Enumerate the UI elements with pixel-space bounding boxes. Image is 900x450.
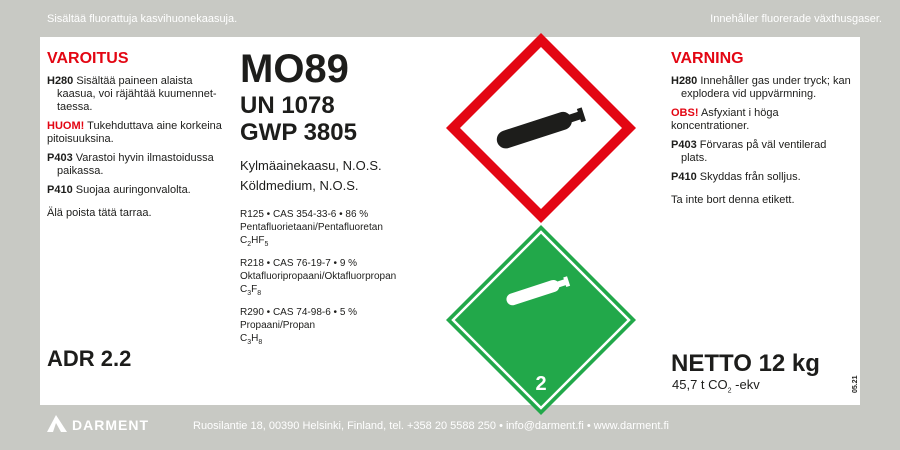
component-line: R125 • CAS 354-33-6 • 86 % <box>240 209 369 220</box>
un-number: UN 1078 <box>240 92 335 119</box>
sv-remove: Ta inte bort denna etikett. <box>671 194 795 206</box>
net-weight: NETTO 12 kg <box>671 350 820 377</box>
component-name: Oktafluoripropaani/Oktafluorpropan <box>240 271 397 282</box>
sv-h280-code: H280 <box>671 75 698 87</box>
non-flammable-gas-adr-icon: 2 <box>446 225 636 415</box>
sv-note-code: OBS! <box>671 107 699 119</box>
fi-p403-code: P403 <box>47 152 73 164</box>
fi-remove: Älä poista tätä tarraa. <box>47 207 152 219</box>
component-line: R218 • CAS 76-19-7 • 9 % <box>240 258 358 269</box>
component: R290 • CAS 74-98-6 • 5 % Propaani/Propan C… <box>240 306 396 349</box>
sv-p410: Skyddas från solljus. <box>699 171 801 183</box>
sv-p403: Förvaras på väl ventilerad plats. <box>681 139 827 164</box>
adr-class: ADR 2.2 <box>47 346 132 371</box>
fi-heading: VAROITUS <box>47 50 129 67</box>
darment-logo-icon <box>47 415 67 432</box>
hazard-pictograms: 2 <box>446 33 636 415</box>
finnish-warnings: VAROITUS H280 Sisältää paineen alaista k… <box>47 50 232 226</box>
formula: C3H8 <box>240 333 263 346</box>
component-line: R290 • CAS 74-98-6 • 5 % <box>240 307 358 318</box>
sv-h280: Innehåller gas under tryck; kan exploder… <box>681 75 851 100</box>
fi-h280: Sisältää paineen alaista kaasua, voi räj… <box>57 75 217 113</box>
sv-note: Asfyxiant i höga koncentrationer. <box>671 107 779 132</box>
components: R125 • CAS 354-33-6 • 86 % Pentafluorieta… <box>240 208 396 349</box>
fi-p410-code: P410 <box>47 184 73 196</box>
co2-equivalent: 45,7 t CO2 -ekv <box>672 377 760 395</box>
component: R125 • CAS 354-33-6 • 86 % Pentafluorieta… <box>240 208 396 251</box>
fi-note: Tukehduttava aine korkeina pitoisuuksina… <box>47 120 222 145</box>
fi-p410: Suojaa auringonvalolta. <box>75 184 191 196</box>
version-code: 05.21 <box>852 375 859 393</box>
component-name: Propaani/Propan <box>240 320 316 331</box>
class-number: 2 <box>535 373 546 395</box>
fi-p403: Varastoi hyvin ilmastoidussa paikassa. <box>57 152 214 177</box>
formula: C3F8 <box>240 284 262 297</box>
component-name: Pentafluorietaani/Pentafluoretan <box>240 222 383 233</box>
swedish-warnings: VARNING H280 Innehåller gas under tryck;… <box>671 50 851 213</box>
gas-cylinder-ghs-icon <box>446 33 636 223</box>
gwp: GWP 3805 <box>240 119 357 146</box>
footer-contact: Ruosilantie 18, 00390 Helsinki, Finland,… <box>193 420 669 432</box>
label-panel <box>40 37 860 405</box>
desc-sv: Köldmedium, N.O.S. <box>240 178 359 193</box>
sv-p403-code: P403 <box>671 139 697 151</box>
product-name: MO89 <box>240 47 349 91</box>
formula: C2HF5 <box>240 235 269 248</box>
product-block: MO89 UN 1078 GWP 3805 Kylmäainekaasu, N.… <box>240 48 396 355</box>
fi-note-code: HUOM! <box>47 120 85 132</box>
fi-h280-code: H280 <box>47 75 74 87</box>
sv-p410-code: P410 <box>671 171 697 183</box>
component: R218 • CAS 76-19-7 • 9 % Oktafluoripropaa… <box>240 257 396 300</box>
desc-fi: Kylmäainekaasu, N.O.S. <box>240 158 382 173</box>
sv-heading: VARNING <box>671 50 744 67</box>
top-left-text: Sisältää fluorattuja kasvihuonekaasuja. <box>47 13 238 25</box>
top-right-text: Innehåller fluorerade växthusgaser. <box>710 13 882 25</box>
brand-name: DARMENT <box>72 417 149 433</box>
